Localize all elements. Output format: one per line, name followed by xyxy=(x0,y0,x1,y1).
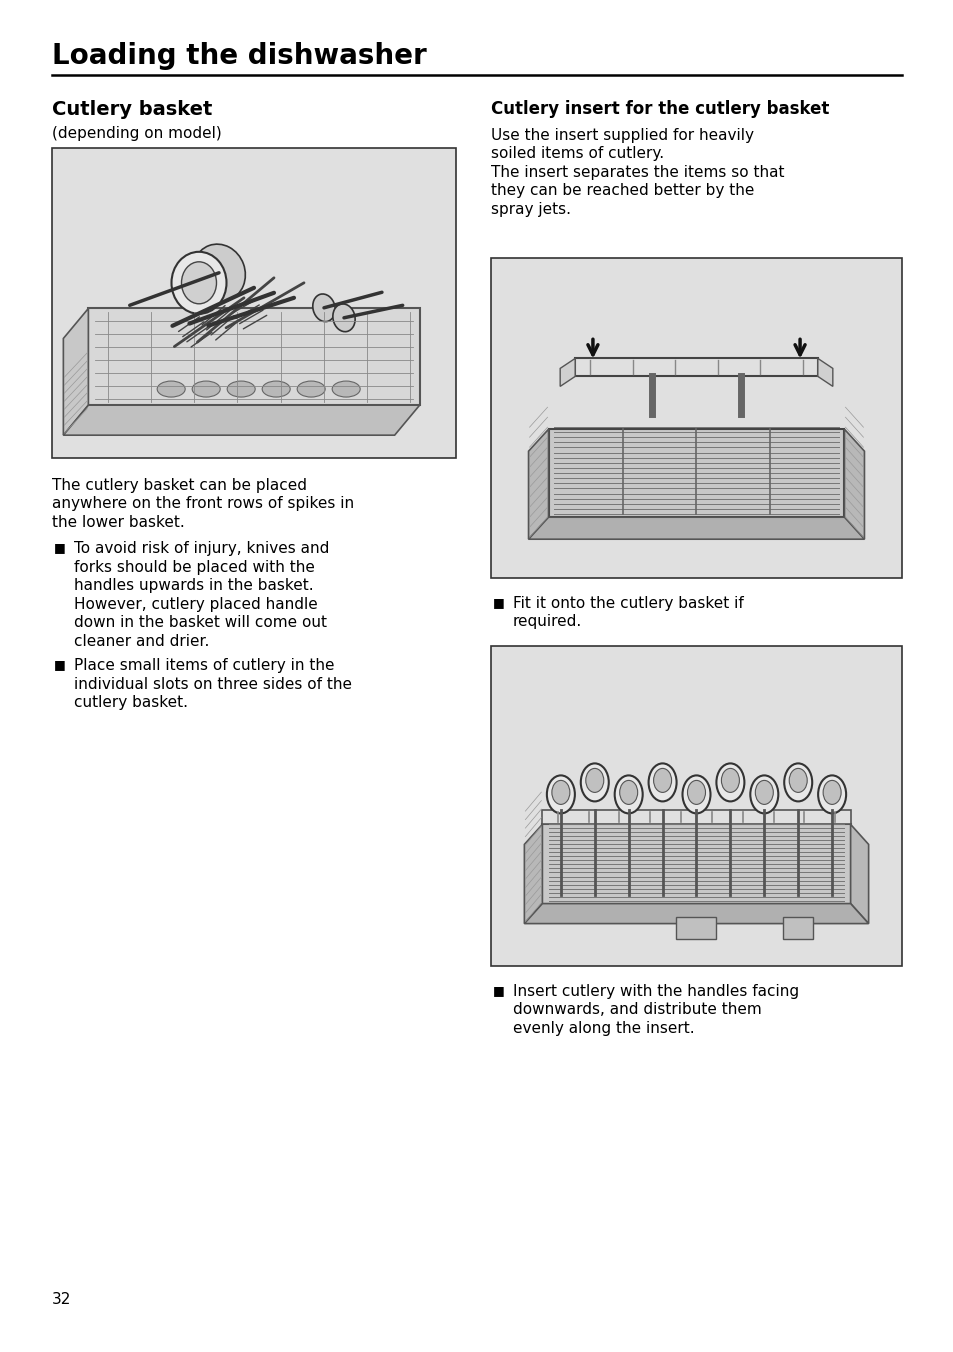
Ellipse shape xyxy=(749,776,778,814)
Ellipse shape xyxy=(332,381,360,397)
Polygon shape xyxy=(524,825,542,923)
Bar xyxy=(491,258,901,579)
Ellipse shape xyxy=(619,780,637,804)
Ellipse shape xyxy=(192,381,220,397)
Ellipse shape xyxy=(333,304,355,331)
Text: 32: 32 xyxy=(52,1293,71,1307)
Polygon shape xyxy=(542,825,850,903)
Text: required.: required. xyxy=(513,614,581,630)
Bar xyxy=(491,646,901,965)
Text: ■: ■ xyxy=(54,541,66,554)
Text: To avoid risk of injury, knives and: To avoid risk of injury, knives and xyxy=(74,541,329,557)
Ellipse shape xyxy=(172,251,226,314)
Text: ■: ■ xyxy=(493,984,504,996)
Ellipse shape xyxy=(262,381,290,397)
Bar xyxy=(782,917,812,938)
Text: Cutlery insert for the cutlery basket: Cutlery insert for the cutlery basket xyxy=(491,100,828,118)
Polygon shape xyxy=(528,429,548,539)
Ellipse shape xyxy=(546,776,575,814)
Ellipse shape xyxy=(181,262,216,304)
Text: soiled items of cutlery.: soiled items of cutlery. xyxy=(491,146,663,161)
Text: Fit it onto the cutlery basket if: Fit it onto the cutlery basket if xyxy=(513,596,743,611)
Text: forks should be placed with the: forks should be placed with the xyxy=(74,560,314,575)
Ellipse shape xyxy=(818,776,845,814)
Text: they can be reached better by the: they can be reached better by the xyxy=(491,184,754,199)
Ellipse shape xyxy=(227,381,254,397)
Text: cleaner and drier.: cleaner and drier. xyxy=(74,634,209,649)
Ellipse shape xyxy=(716,764,743,802)
Ellipse shape xyxy=(313,293,335,322)
Ellipse shape xyxy=(755,780,773,804)
Bar xyxy=(52,147,456,458)
Polygon shape xyxy=(528,518,863,539)
Ellipse shape xyxy=(822,780,841,804)
Bar xyxy=(542,810,850,825)
Ellipse shape xyxy=(788,768,806,792)
Polygon shape xyxy=(89,308,419,406)
Ellipse shape xyxy=(648,764,676,802)
Polygon shape xyxy=(843,429,863,539)
Bar xyxy=(575,358,817,376)
Ellipse shape xyxy=(297,381,325,397)
Text: ■: ■ xyxy=(493,596,504,608)
Ellipse shape xyxy=(653,768,671,792)
Ellipse shape xyxy=(687,780,705,804)
Polygon shape xyxy=(63,308,89,435)
Ellipse shape xyxy=(783,764,811,802)
Text: cutlery basket.: cutlery basket. xyxy=(74,695,188,710)
Text: downwards, and distribute them: downwards, and distribute them xyxy=(513,1002,760,1018)
Ellipse shape xyxy=(585,768,603,792)
Bar xyxy=(676,917,716,938)
Text: handles upwards in the basket.: handles upwards in the basket. xyxy=(74,579,314,594)
Text: individual slots on three sides of the: individual slots on three sides of the xyxy=(74,677,352,692)
Ellipse shape xyxy=(681,776,710,814)
Text: The cutlery basket can be placed: The cutlery basket can be placed xyxy=(52,479,307,493)
Polygon shape xyxy=(817,358,832,387)
Text: evenly along the insert.: evenly along the insert. xyxy=(513,1021,694,1036)
Text: ■: ■ xyxy=(54,658,66,672)
Polygon shape xyxy=(850,825,868,923)
Text: down in the basket will come out: down in the basket will come out xyxy=(74,615,327,630)
Ellipse shape xyxy=(720,768,739,792)
Text: Insert cutlery with the handles facing: Insert cutlery with the handles facing xyxy=(513,984,799,999)
Text: Place small items of cutlery in the: Place small items of cutlery in the xyxy=(74,658,335,673)
Ellipse shape xyxy=(551,780,569,804)
Polygon shape xyxy=(524,903,868,923)
Text: Use the insert supplied for heavily: Use the insert supplied for heavily xyxy=(491,128,753,143)
Ellipse shape xyxy=(193,245,245,301)
Text: However, cutlery placed handle: However, cutlery placed handle xyxy=(74,596,317,612)
Text: anywhere on the front rows of spikes in: anywhere on the front rows of spikes in xyxy=(52,496,354,511)
Polygon shape xyxy=(548,429,843,518)
Text: Cutlery basket: Cutlery basket xyxy=(52,100,213,119)
Text: Loading the dishwasher: Loading the dishwasher xyxy=(52,42,426,70)
Ellipse shape xyxy=(614,776,642,814)
Polygon shape xyxy=(63,406,419,435)
Text: spray jets.: spray jets. xyxy=(491,201,571,216)
Text: the lower basket.: the lower basket. xyxy=(52,515,185,530)
Ellipse shape xyxy=(580,764,608,802)
Polygon shape xyxy=(559,358,575,387)
Text: (depending on model): (depending on model) xyxy=(52,126,221,141)
Text: The insert separates the items so that: The insert separates the items so that xyxy=(491,165,783,180)
Ellipse shape xyxy=(157,381,185,397)
